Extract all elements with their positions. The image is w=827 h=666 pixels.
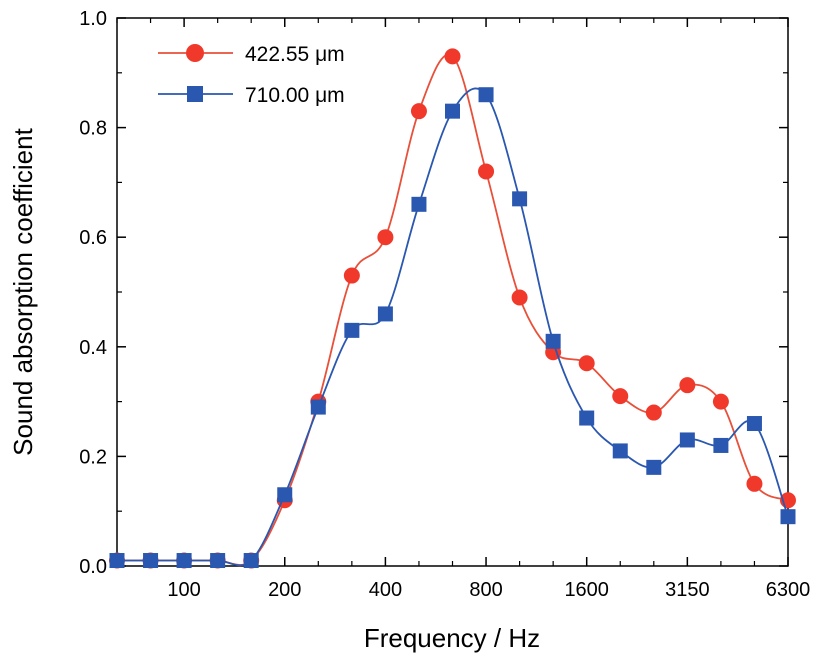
- legend: 422.55 μm 710.00 μm: [158, 43, 345, 107]
- x-tick-label: 1600: [564, 579, 609, 601]
- data-point-square: [478, 87, 494, 103]
- x-tick-label: 400: [369, 579, 402, 601]
- data-point-circle: [679, 377, 696, 394]
- data-point-circle: [511, 289, 528, 306]
- data-point-square: [512, 191, 528, 207]
- data-point-square: [646, 459, 662, 475]
- data-point-square: [746, 416, 762, 432]
- data-point-circle: [410, 103, 427, 120]
- y-axis: 0.0 0.2 0.4 0.6 0.8 1.0: [79, 8, 788, 578]
- y-tick-label: 0.2: [79, 446, 107, 468]
- data-point-square: [713, 437, 729, 453]
- data-point-circle: [377, 229, 394, 246]
- data-point-square: [445, 103, 460, 119]
- data-point-square: [277, 487, 293, 503]
- y-axis-title: Sound absorption coefficient: [8, 127, 38, 455]
- y-tick-label: 1.0: [79, 8, 107, 30]
- x-tick-label: 200: [268, 579, 301, 601]
- data-point-circle: [444, 48, 461, 65]
- legend-marker-square: [187, 86, 203, 102]
- data-point-square: [377, 306, 393, 322]
- data-point-circle: [578, 355, 595, 372]
- data-point-square: [176, 553, 192, 569]
- data-point-square: [109, 553, 125, 569]
- data-point-circle: [712, 393, 729, 410]
- x-tick-label: 800: [469, 579, 502, 601]
- legend-label: 422.55 μm: [245, 43, 345, 66]
- legend-label: 710.00 μm: [245, 84, 345, 107]
- data-point-circle: [645, 404, 662, 421]
- x-tick-label: 6300: [766, 579, 811, 601]
- data-point-square: [679, 432, 695, 448]
- y-tick-label: 0.8: [79, 118, 107, 140]
- data-point-square: [344, 322, 360, 338]
- data-point-circle: [612, 388, 629, 405]
- plot-frame: [116, 17, 789, 567]
- x-axis-title: Frequency / Hz: [364, 623, 540, 653]
- series-layer: [109, 48, 796, 569]
- y-tick-label: 0.4: [79, 337, 107, 359]
- data-point-square: [545, 333, 561, 349]
- data-point-square: [780, 509, 796, 525]
- x-tick-label: 100: [167, 579, 200, 601]
- data-point-square: [411, 196, 427, 212]
- data-point-square: [310, 399, 326, 415]
- data-point-square: [579, 410, 595, 426]
- legend-marker-circle: [186, 44, 204, 62]
- x-axis: 100 200 400 800 1600 3150 6300: [116, 18, 811, 601]
- series-line: [116, 53, 789, 566]
- y-tick-label: 0.0: [79, 556, 107, 578]
- x-tick-label: 3150: [665, 579, 710, 601]
- data-point-square: [243, 553, 259, 569]
- data-point-square: [143, 553, 159, 569]
- data-point-square: [210, 553, 226, 569]
- data-point-square: [612, 443, 628, 459]
- series-line: [116, 87, 789, 567]
- data-point-circle: [478, 163, 495, 180]
- data-point-circle: [343, 267, 360, 284]
- y-tick-label: 0.6: [79, 227, 107, 249]
- data-point-circle: [746, 475, 763, 492]
